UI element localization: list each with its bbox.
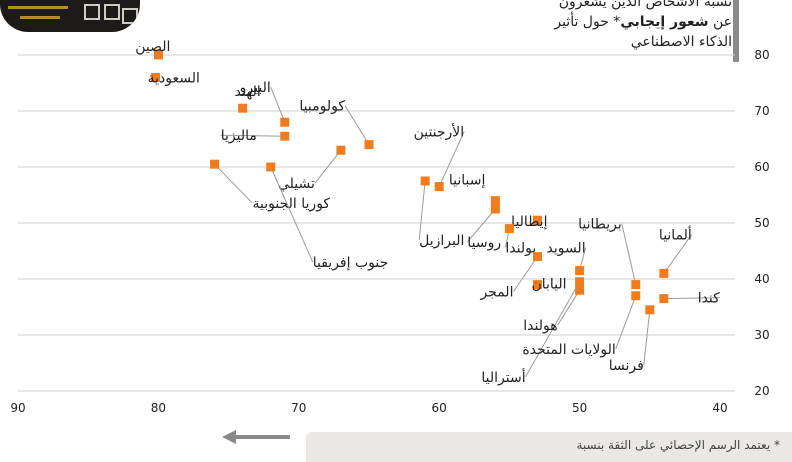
data-point [266,162,276,172]
x-tick-label: 70 [291,401,306,415]
data-point [238,103,248,113]
data-point [631,291,641,301]
x-tick-label: 60 [432,401,447,415]
data-point [490,204,500,214]
data-point [490,196,500,206]
x-tick-label: 80 [151,401,166,415]
y-tick-label: 50 [754,216,769,230]
data-point [659,294,669,304]
leader-line [643,309,651,365]
point-label: اليابان [531,277,566,293]
y-tick-label: 70 [754,104,769,118]
leader-line [344,105,370,145]
data-point [631,280,641,290]
data-point [532,252,542,262]
data-point [210,159,220,169]
title-pre: عن [712,14,732,30]
point-label: روسيا [467,235,501,251]
leader-line [314,149,342,184]
leader-line [557,289,581,326]
footnote-text: * يعتمد الرسم الإحصائي على الثقة بنسبة [576,438,781,452]
point-label: السويد [546,241,585,257]
header-decoration [0,0,140,32]
point-label: فرنسا [609,358,644,374]
y-tick-label: 60 [754,160,769,174]
point-label: الأرجنتين [414,123,465,141]
data-point [575,266,585,276]
point-label: الهند [235,84,261,100]
data-point [434,182,444,192]
data-point [645,305,655,315]
data-point [659,268,669,278]
point-label: البرازيل [419,233,464,249]
data-point [151,72,161,82]
footnote-box: * يعتمد الرسم الإحصائي على الثقة بنسبة [306,432,792,462]
point-label: تشيلي [278,176,315,192]
y-axis-title-line2: عن شعور إيجابي* حول تأثير [482,12,732,32]
point-label: السعودية [148,70,200,86]
data-point [420,176,430,186]
data-point [532,280,542,290]
point-label: البيرو [239,80,271,96]
leader-line [663,297,720,300]
point-label: ألمانيا [659,225,692,243]
point-label: الولايات المتحدة [522,342,615,358]
leader-line [220,134,285,137]
leader-line [270,166,314,263]
point-label: كولومبيا [299,99,345,115]
y-axis-title-line1: نسبة الأشخاص الذين يشعرون [558,0,732,10]
data-point [336,145,346,155]
title-bold: شعور إيجابي [620,14,709,30]
point-label: هولندا [523,318,557,334]
leader-line [214,163,253,204]
y-tick-label: 20 [754,384,769,398]
point-label: بريطانيا [578,217,622,233]
scatter-chart: 80 70 60 50 40 30 20 90 80 70 60 50 40 الصين السعودية ا… [10,39,769,415]
point-label: كندا [698,291,720,307]
leader-line [418,180,426,241]
data-point [504,224,514,234]
leader-line [466,208,496,243]
point-label: ماليزيا [221,128,257,144]
data-point [532,215,542,225]
y-axis-title: نسبة الأشخاص الذين يشعرون عن شعور إيجابي… [482,0,732,52]
data-point [153,50,163,60]
point-label: بولندا [505,241,536,257]
data-point [575,277,585,287]
leader-line [513,256,538,292]
point-label: الصين [135,39,170,55]
y-axis-arrow [733,0,739,62]
point-label: أستراليا [481,368,525,386]
y-tick-label: 30 [754,328,769,342]
leader-line [438,131,465,187]
point-label: جنوب إفريقيا [313,255,389,271]
leader-line [270,87,286,123]
x-tick-label: 50 [572,401,587,415]
leader-line [663,234,693,274]
leader-line [621,223,637,285]
data-point [280,131,290,141]
leader-line [525,281,581,378]
x-tick-label: 90 [10,401,25,415]
point-label: كوريا الجنوبية [253,196,331,212]
leader-line [615,295,637,349]
x-tick-label: 40 [712,401,727,415]
title-post: * حول تأثير [554,14,621,30]
point-label: إيطاليا [511,214,547,230]
point-label: المجر [479,285,513,301]
y-tick-label: 40 [754,272,769,286]
data-point [280,117,290,127]
y-tick-label: 80 [754,48,769,62]
point-label: إسبانيا [449,173,486,189]
y-axis-title-line3: الذكاء الاصطناعي [630,34,732,50]
data-point [575,285,585,295]
left-arrow-icon [222,430,290,444]
data-point [364,140,374,150]
